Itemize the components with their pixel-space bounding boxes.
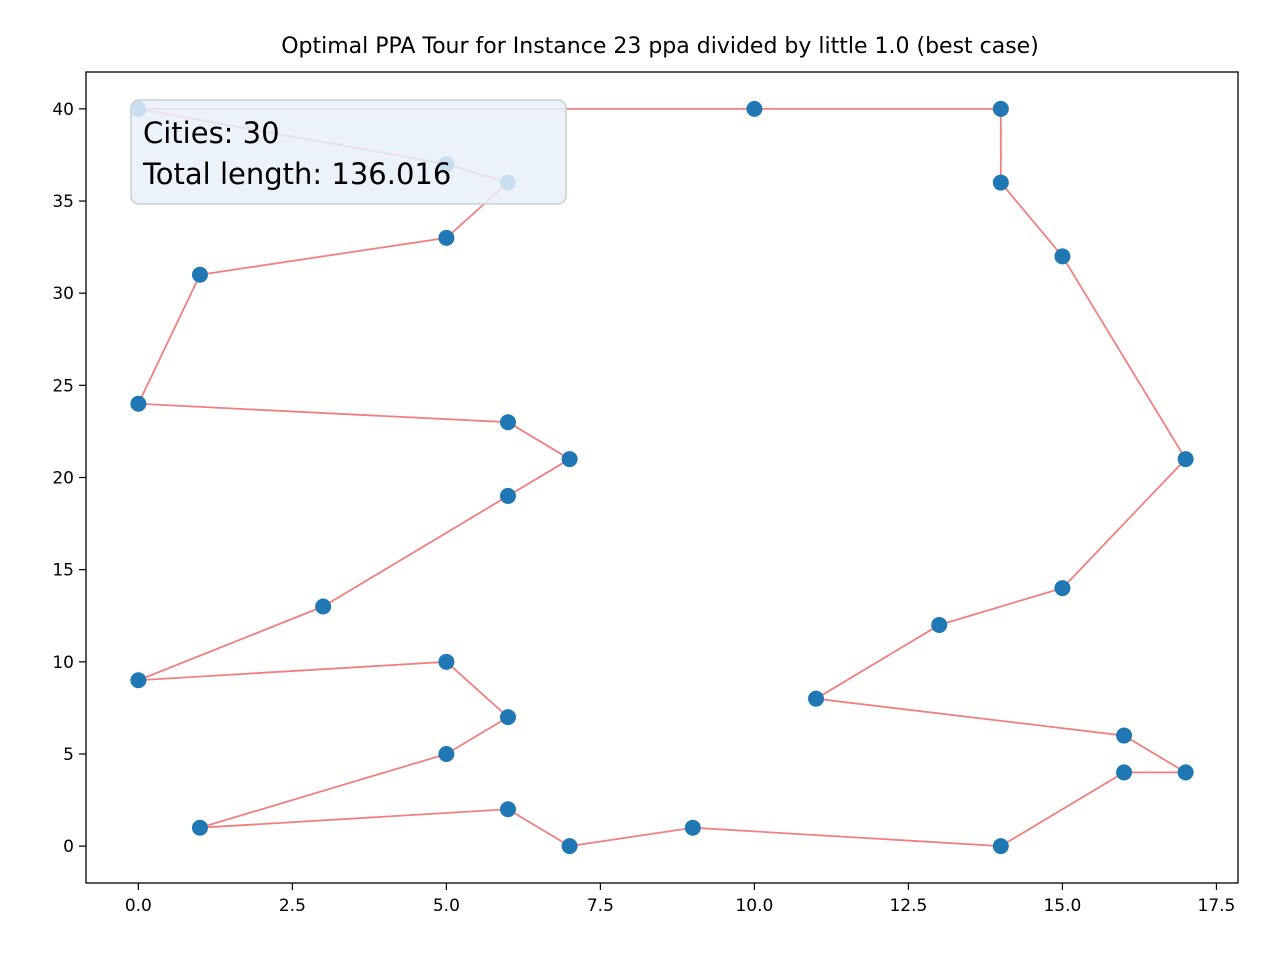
- x-tick-label: 7.5: [587, 896, 614, 916]
- tour-segment: [1000, 182, 1064, 257]
- annotation-background: [130, 99, 567, 205]
- annotation-cities: Cities: 30: [143, 116, 280, 150]
- city-point: [438, 653, 455, 670]
- plot-frame: [85, 71, 1239, 884]
- city-point: [315, 598, 332, 615]
- tour-segment: [199, 753, 447, 829]
- tour-segment: [815, 624, 940, 700]
- tour-segment: [199, 808, 509, 829]
- tour-segment: [1000, 771, 1125, 847]
- y-tick-label: 35: [52, 192, 74, 212]
- city-point: [1177, 451, 1194, 468]
- city-point: [130, 672, 147, 689]
- axes: 0.0 2.5 5.0 7.5 10.0 12.5 15.0 17.5 0 5 10 15 20 25 30…: [52, 100, 1235, 916]
- tour-segment: [1061, 458, 1187, 589]
- y-tick-label: 30: [52, 284, 74, 304]
- city-point: [499, 487, 516, 504]
- y-tick-label: 25: [52, 376, 74, 396]
- y-tick-label: 5: [63, 745, 74, 765]
- annotation-length: Total length: 136.016: [142, 157, 451, 191]
- x-tick-label: 0.0: [125, 896, 152, 916]
- chart-title: Optimal PPA Tour for Instance 23 ppa div…: [281, 34, 1039, 59]
- tour-segment: [507, 421, 571, 460]
- city-point: [1116, 764, 1133, 781]
- tour-segment: [1061, 255, 1187, 460]
- tour-lines: [137, 107, 1187, 848]
- city-point: [1054, 248, 1071, 265]
- city-point: [992, 838, 1009, 855]
- tour-segment: [138, 402, 509, 424]
- city-point: [191, 819, 208, 836]
- city-point: [561, 838, 578, 855]
- city-point: [808, 690, 825, 707]
- tour-segment: [138, 605, 324, 682]
- city-point: [992, 174, 1009, 191]
- city-point: [438, 745, 455, 762]
- city-point: [1054, 580, 1071, 597]
- tour-segment: [199, 236, 447, 276]
- y-tick-label: 20: [52, 469, 74, 489]
- y-tick-label: 0: [63, 837, 74, 857]
- y-tick-label: 40: [52, 100, 74, 120]
- tour-segment: [507, 808, 571, 847]
- city-point: [931, 616, 948, 633]
- tour-segment: [569, 826, 693, 848]
- tour-segment: [1123, 734, 1187, 774]
- city-point: [438, 229, 455, 246]
- x-tick-label: 10.0: [735, 896, 773, 916]
- city-point: [191, 266, 208, 283]
- annotation-box: Cities: 30 Total length: 136.016: [130, 99, 567, 205]
- x-tick-label: 5.0: [433, 896, 460, 916]
- y-tick-label: 10: [52, 653, 74, 673]
- city-point: [499, 801, 516, 818]
- city-point: [1177, 764, 1194, 781]
- x-tick-label: 15.0: [1043, 896, 1081, 916]
- x-tick-label: 2.5: [279, 896, 306, 916]
- city-points: [130, 100, 1194, 855]
- tour-segment: [138, 660, 447, 682]
- tour-segment: [445, 716, 509, 755]
- city-point: [746, 100, 763, 117]
- y-tick-label: 15: [52, 561, 74, 581]
- tour-segment: [938, 587, 1063, 626]
- city-point: [684, 819, 701, 836]
- city-point: [561, 451, 578, 468]
- city-point: [1116, 727, 1133, 744]
- tour-segment: [692, 826, 1001, 848]
- city-point: [130, 395, 147, 412]
- tour-segment: [322, 495, 509, 608]
- tour-segment: [445, 661, 509, 718]
- tour-segment: [137, 274, 201, 405]
- x-tick-label: 12.5: [889, 896, 927, 916]
- x-tick-label: 17.5: [1198, 896, 1236, 916]
- city-point: [499, 709, 516, 726]
- city-point: [992, 100, 1009, 117]
- tour-segment: [507, 458, 571, 497]
- tour-segment: [815, 697, 1125, 737]
- city-point: [499, 414, 516, 431]
